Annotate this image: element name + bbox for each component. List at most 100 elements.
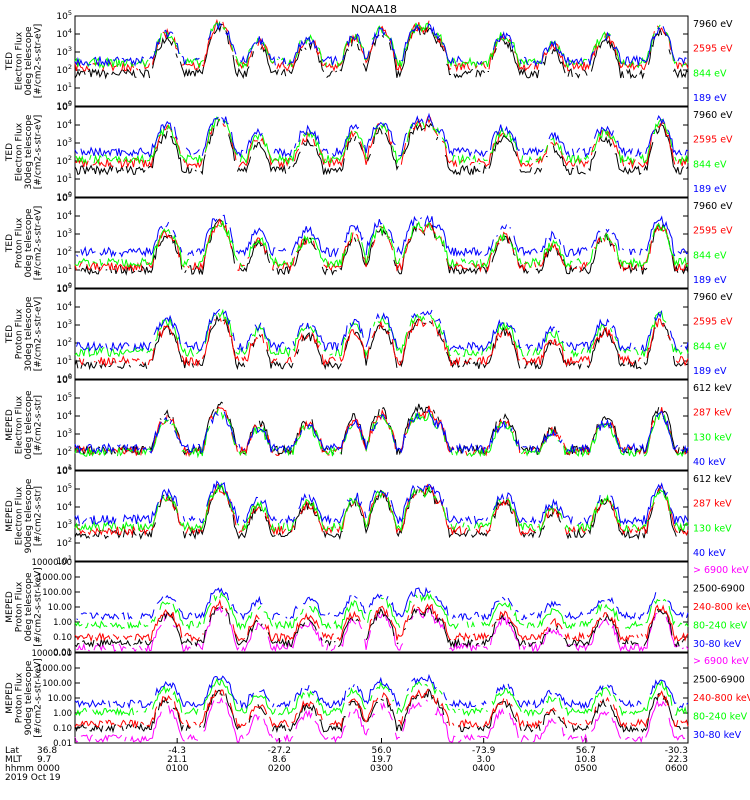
y-axis-label: 30deg telescope bbox=[24, 296, 34, 371]
y-tick-label: 106 bbox=[56, 373, 72, 386]
y-tick-label: 105 bbox=[56, 282, 72, 295]
y-axis-label: 0deg telescope bbox=[24, 26, 34, 96]
legend-entry: 844 eV bbox=[693, 159, 727, 170]
y-axis-label: Electron Flux bbox=[15, 31, 25, 90]
y-tick-label: 102 bbox=[56, 336, 72, 349]
series-red-trace bbox=[74, 217, 689, 273]
legend-entry: 2595 eV bbox=[693, 135, 733, 146]
panel-4: 100 101 102 103 104 105 TED Proton Flux 30deg te… bbox=[5, 282, 733, 385]
y-axis-label: Proton Flux bbox=[15, 217, 25, 268]
x-axis-hhmm: 0600 bbox=[665, 764, 688, 774]
y-tick-label: 10000.00 bbox=[31, 558, 72, 568]
legend-entry: 7960 eV bbox=[693, 201, 733, 212]
legend-entry: 80-240 keV bbox=[693, 621, 748, 632]
legend-entry: 2500-6900 bbox=[693, 675, 745, 686]
legend-entry: 287 keV bbox=[693, 499, 732, 510]
x-axis-lat: -27.2 bbox=[268, 746, 291, 756]
legend-entry: 612 keV bbox=[693, 474, 732, 485]
y-tick-label: 0.10 bbox=[53, 633, 72, 643]
y-axis-label: MEPED bbox=[5, 409, 15, 441]
y-tick-label: 101 bbox=[56, 172, 72, 185]
y-tick-label: 101 bbox=[56, 263, 72, 276]
series-magenta-trace bbox=[75, 699, 688, 743]
series-black-trace bbox=[74, 118, 689, 176]
y-axis-label: [#/cm2-s-str] bbox=[34, 486, 44, 546]
legend-entry: 2500-6900 bbox=[693, 584, 745, 595]
x-axis-hhmm: 0000 bbox=[37, 764, 60, 774]
y-tick-label: 1.00 bbox=[53, 709, 72, 719]
panel-1: 100 101 102 103 104 105 TED Electron Flux 0deg t… bbox=[5, 9, 733, 112]
y-axis-label: 0deg telescope bbox=[24, 208, 34, 278]
series-green-trace bbox=[74, 677, 687, 717]
y-tick-label: 101 bbox=[56, 463, 72, 476]
legend-entry: 130 keV bbox=[693, 523, 732, 534]
y-tick-label: 105 bbox=[56, 482, 72, 495]
series-blue-trace bbox=[74, 408, 689, 455]
series-blue-trace bbox=[74, 480, 689, 526]
y-axis-label: MEPED bbox=[5, 500, 15, 532]
y-tick-label: 104 bbox=[56, 500, 72, 513]
series-blue-trace bbox=[74, 112, 689, 158]
panel-3: 100 101 102 103 104 105 TED Proton Flux 0deg tel… bbox=[5, 191, 733, 294]
legend-entry: 40 keV bbox=[693, 548, 726, 559]
y-axis-label: [#/cm2-s-str-eV] bbox=[34, 115, 44, 190]
y-tick-label: 105 bbox=[56, 191, 72, 204]
y-tick-label: 105 bbox=[56, 100, 72, 113]
x-axis-mlt: 3.0 bbox=[477, 755, 492, 765]
x-axis-mlt: 10.8 bbox=[576, 755, 596, 765]
series-magenta-trace bbox=[76, 605, 689, 653]
series-red-trace bbox=[74, 405, 689, 458]
y-axis-label: Electron Flux bbox=[15, 122, 25, 181]
legend-entry: 844 eV bbox=[693, 250, 727, 261]
legend-entry: 7960 eV bbox=[693, 19, 733, 30]
y-axis-label: TED bbox=[5, 52, 15, 71]
y-axis-label: MEPED bbox=[5, 682, 15, 714]
panel-8: 0.01 0.10 1.00 10.00 100.00 1000.00 10000.00 ME… bbox=[5, 649, 750, 749]
y-tick-label: 10.00 bbox=[48, 694, 72, 704]
y-tick-label: 10000.00 bbox=[31, 649, 72, 659]
y-axis-label: MEPED bbox=[5, 591, 15, 623]
x-axis-hhmm: 0300 bbox=[370, 764, 393, 774]
y-tick-label: 102 bbox=[56, 154, 72, 167]
x-axis-hhmm: 0100 bbox=[166, 764, 189, 774]
y-axis-label: [#/cm2-s-str-keV] bbox=[34, 658, 44, 737]
legend-entry: > 6900 keV bbox=[693, 565, 749, 576]
series-blue-trace bbox=[76, 586, 689, 622]
x-axis-lat: 36.8 bbox=[37, 746, 57, 756]
y-tick-label: 104 bbox=[56, 209, 72, 222]
x-axis-lat: 56.7 bbox=[576, 746, 596, 756]
y-axis-label: [#/cm2-s-str-eV] bbox=[34, 24, 44, 99]
y-tick-label: 103 bbox=[56, 227, 72, 240]
series-black-trace bbox=[74, 314, 689, 371]
y-tick-label: 102 bbox=[56, 63, 72, 76]
y-tick-label: 104 bbox=[56, 118, 72, 131]
y-axis-label: TED bbox=[5, 143, 15, 162]
x-axis-mlt: 22.3 bbox=[668, 755, 688, 765]
series-red-trace bbox=[78, 317, 689, 367]
y-tick-label: 105 bbox=[56, 391, 72, 404]
y-tick-label: 100 bbox=[56, 281, 72, 294]
legend-entry: 7960 eV bbox=[693, 110, 733, 121]
x-axis-row-label: Lat bbox=[5, 746, 20, 756]
panel-frame bbox=[74, 197, 689, 289]
x-axis-hhmm: 0500 bbox=[574, 764, 597, 774]
y-tick-label: 102 bbox=[56, 245, 72, 258]
series-blue-trace bbox=[76, 214, 689, 258]
series-green-trace bbox=[74, 308, 689, 358]
x-axis-lat: -73.9 bbox=[472, 746, 496, 756]
panel-7: 0.01 0.10 1.00 10.00 100.00 1000.00 10000.00 ME… bbox=[5, 558, 750, 658]
y-tick-label: 103 bbox=[56, 318, 72, 331]
panel-5: 101 102 103 104 105 106 MEPED Electron Flux 0deg… bbox=[5, 373, 732, 476]
series-blue-trace bbox=[74, 22, 687, 67]
x-axis-hhmm: 0400 bbox=[472, 764, 495, 774]
x-axis-mlt: 9.7 bbox=[37, 755, 51, 765]
chart-title: NOAA18 bbox=[351, 3, 397, 16]
x-axis-hhmm: 0200 bbox=[268, 764, 291, 774]
series-black-trace bbox=[74, 401, 689, 456]
y-tick-label: 103 bbox=[56, 518, 72, 531]
panel-frame bbox=[74, 106, 689, 198]
y-tick-label: 103 bbox=[56, 45, 72, 58]
legend-entry: 844 eV bbox=[693, 68, 727, 79]
